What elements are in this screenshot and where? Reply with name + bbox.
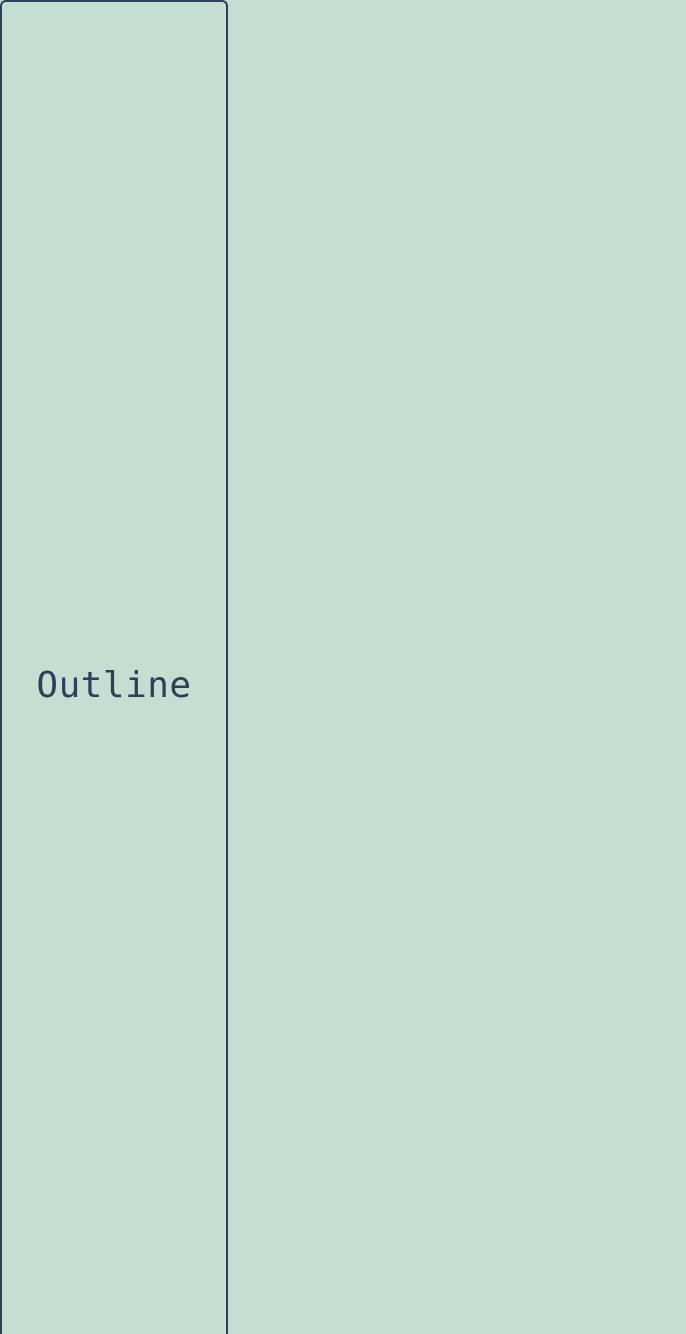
outline-button-label: Outline — [36, 664, 192, 706]
outline-button[interactable]: Outline — [0, 0, 228, 1334]
